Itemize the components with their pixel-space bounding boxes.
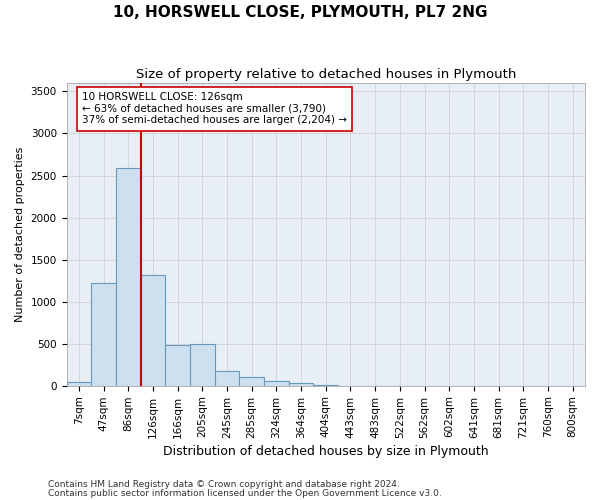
Text: Contains HM Land Registry data © Crown copyright and database right 2024.: Contains HM Land Registry data © Crown c… <box>48 480 400 489</box>
Bar <box>116 168 140 386</box>
X-axis label: Distribution of detached houses by size in Plymouth: Distribution of detached houses by size … <box>163 444 488 458</box>
Bar <box>165 344 190 386</box>
Y-axis label: Number of detached properties: Number of detached properties <box>15 146 25 322</box>
Bar <box>215 371 239 386</box>
Bar <box>67 382 91 386</box>
Bar <box>190 344 215 386</box>
Text: 10, HORSWELL CLOSE, PLYMOUTH, PL7 2NG: 10, HORSWELL CLOSE, PLYMOUTH, PL7 2NG <box>113 5 487 20</box>
Bar <box>91 283 116 386</box>
Text: 10 HORSWELL CLOSE: 126sqm
← 63% of detached houses are smaller (3,790)
37% of se: 10 HORSWELL CLOSE: 126sqm ← 63% of detac… <box>82 92 347 126</box>
Bar <box>289 383 313 386</box>
Text: Contains public sector information licensed under the Open Government Licence v3: Contains public sector information licen… <box>48 488 442 498</box>
Title: Size of property relative to detached houses in Plymouth: Size of property relative to detached ho… <box>136 68 516 80</box>
Bar <box>140 274 165 386</box>
Bar <box>239 378 264 386</box>
Bar <box>264 381 289 386</box>
